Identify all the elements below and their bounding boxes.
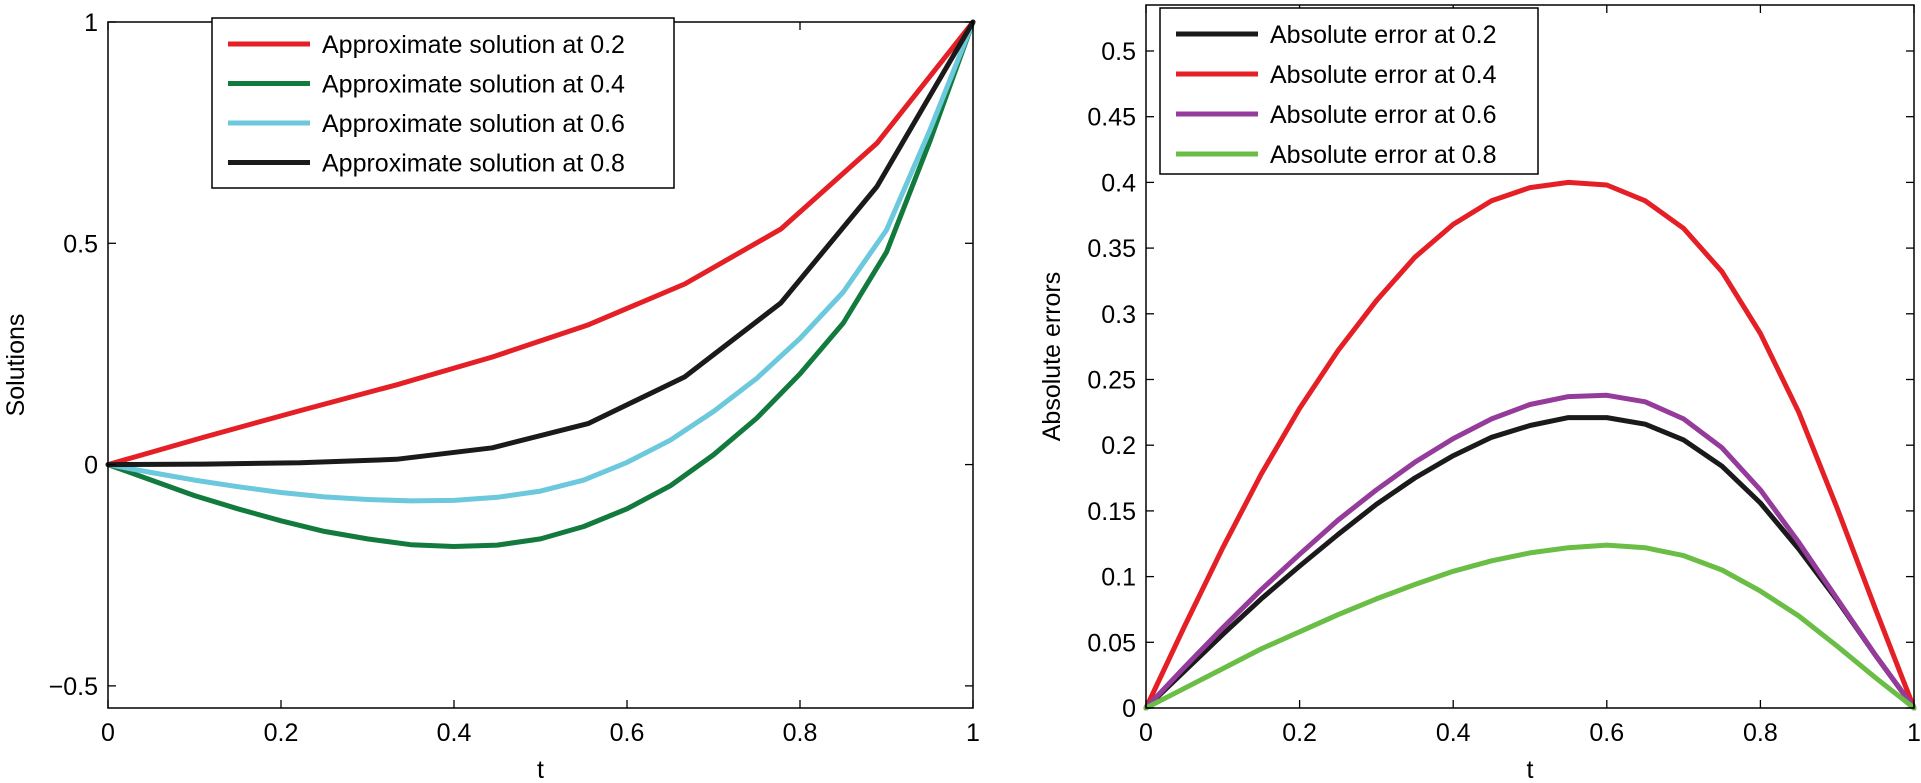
- legend-label-1: Absolute error at 0.4: [1270, 61, 1497, 89]
- y-tick-label: 0: [84, 452, 98, 480]
- y-axis-label: Solutions: [2, 314, 30, 417]
- legend: Approximate solution at 0.2 Approximate s…: [211, 17, 675, 189]
- legend-label-3: Approximate solution at 0.8: [322, 150, 625, 178]
- legend: Absolute error at 0.2 Absolute error at 0…: [1159, 7, 1539, 175]
- y-tick-label: 0: [1122, 695, 1136, 723]
- y-tick-label: 0.3: [1101, 301, 1136, 329]
- x-tick-label: 0: [1139, 719, 1153, 747]
- series-line-3: [105, 19, 976, 468]
- legend-label-1: Approximate solution at 0.4: [322, 71, 625, 99]
- y-tick-label: 0.45: [1087, 104, 1136, 132]
- y-tick-label: 0.5: [63, 230, 98, 258]
- y-tick-label: 1: [84, 9, 98, 37]
- x-tick-label: 0: [101, 719, 115, 747]
- y-tick-label: 0.4: [1101, 169, 1136, 197]
- series-line-3: [1143, 542, 1917, 711]
- x-tick-label: 1: [1907, 719, 1921, 747]
- y-tick-label: 0.25: [1087, 366, 1136, 394]
- y-tick-label: 0.05: [1087, 629, 1136, 657]
- x-tick-label: 0.4: [1436, 719, 1471, 747]
- x-tick-label: 0.4: [437, 719, 472, 747]
- y-tick-label: 0.35: [1087, 235, 1136, 263]
- legend-label-2: Absolute error at 0.6: [1270, 101, 1497, 129]
- series-line-2: [1143, 392, 1917, 711]
- legend-label-2: Approximate solution at 0.6: [322, 110, 625, 138]
- x-tick-label: 0.8: [1743, 719, 1778, 747]
- x-tick-label: 1: [966, 719, 980, 747]
- x-tick-label: 0.2: [1282, 719, 1317, 747]
- series-line-2: [105, 19, 976, 504]
- y-tick-label: −0.5: [49, 673, 98, 701]
- series-line-1: [105, 19, 976, 549]
- y-axis-label: Absolute errors: [1038, 272, 1066, 442]
- series-line-1: [1143, 179, 1917, 711]
- solutions-chart: 0 0.2 0.4 0.6 0.8 1−0.500.51tSolutionsApproxi…: [2, 9, 980, 783]
- x-tick-label: 0.2: [264, 719, 299, 747]
- legend-label-0: Absolute error at 0.2: [1270, 21, 1497, 49]
- y-tick-label: 0.2: [1101, 432, 1136, 460]
- y-tick-label: 0.5: [1101, 38, 1136, 66]
- y-tick-label: 0.15: [1087, 498, 1136, 526]
- x-tick-label: 0.6: [1589, 719, 1624, 747]
- series-line-0: [105, 19, 976, 468]
- y-tick-label: 0.1: [1101, 564, 1136, 592]
- absolute-errors-chart: 0 0.2 0.4 0.6 0.8 1 0 0.05 0.1 0.15 0.2 0.25 0.3 0.35…: [1038, 4, 1921, 783]
- x-axis-label: t: [1527, 756, 1534, 783]
- series-line-0: [1143, 415, 1917, 711]
- axes-box: [1145, 4, 1915, 709]
- x-axis-label: t: [537, 756, 544, 783]
- legend-label-3: Absolute error at 0.8: [1270, 141, 1497, 169]
- x-tick-label: 0.8: [783, 719, 818, 747]
- legend-label-0: Approximate solution at 0.2: [322, 31, 625, 59]
- x-tick-label: 0.6: [610, 719, 645, 747]
